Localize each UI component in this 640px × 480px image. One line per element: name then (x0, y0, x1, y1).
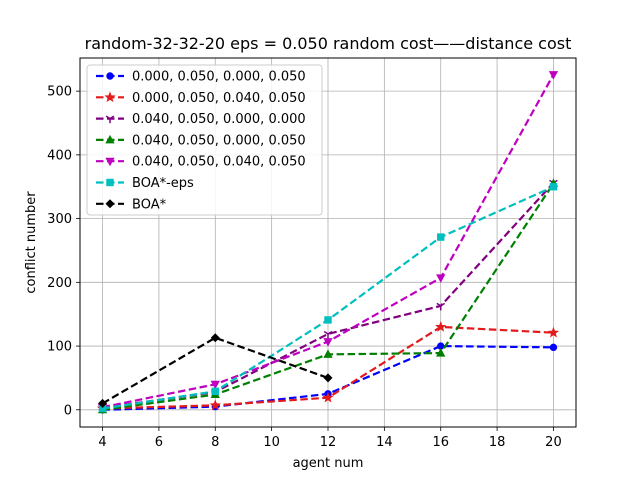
data-point (210, 333, 220, 343)
data-point (323, 349, 333, 358)
legend-marker (104, 91, 116, 103)
data-point (323, 330, 333, 339)
data-point (436, 302, 446, 311)
x-tick-label: 12 (320, 435, 337, 450)
data-point (549, 343, 558, 352)
data-point (322, 391, 334, 403)
y-axis-ticks: 0 100 200 300 400 500 (47, 85, 80, 418)
x-tick-label: 6 (155, 435, 163, 450)
x-tick-label: 10 (263, 435, 280, 450)
legend-box (86, 64, 323, 216)
legend-label: 0.040, 0.050, 0.040, 0.050 (132, 155, 306, 170)
x-axis-label: agent num (293, 456, 364, 471)
legend-label: 0.040, 0.050, 0.000, 0.000 (132, 112, 306, 127)
data-point (323, 338, 333, 347)
data-point (209, 399, 221, 411)
legend: 0.000, 0.050, 0.000, 0.050 0.000, 0.050, … (86, 64, 323, 216)
series-6 (98, 333, 333, 408)
legend-label: 0.000, 0.050, 0.040, 0.050 (132, 91, 306, 106)
legend-marker (105, 199, 115, 209)
series-line (101, 336, 329, 405)
data-point (211, 387, 219, 396)
x-tick-label: 18 (489, 435, 506, 450)
series-5 (98, 183, 558, 413)
legend-entry: 0.040, 0.050, 0.000, 0.000 (96, 112, 306, 127)
legend-entry: BOA* (96, 197, 167, 212)
x-tick-label: 16 (432, 435, 449, 450)
data-point (548, 71, 559, 80)
legend-label: 0.000, 0.050, 0.000, 0.050 (132, 70, 306, 85)
legend-label: BOA* (132, 197, 167, 212)
legend-marker (105, 157, 115, 167)
data-point (436, 348, 446, 357)
x-axis-ticks: 4 6 8 10 12 14 16 18 20 (98, 427, 562, 450)
data-point (436, 274, 446, 283)
data-series (96, 71, 560, 414)
grid-lines (80, 58, 576, 427)
legend-entry: 0.040, 0.050, 0.040, 0.050 (96, 155, 306, 170)
legend-marker (105, 134, 115, 144)
x-tick-label: 14 (376, 435, 393, 450)
legend-marker (105, 115, 115, 124)
data-point (435, 321, 447, 332)
x-tick-label: 20 (545, 435, 562, 450)
y-tick-label: 300 (47, 212, 72, 227)
chart-title: random-32-32-20 eps = 0.050 random cost—… (85, 34, 572, 53)
series-line (102, 182, 555, 409)
y-axis-label: conflict number (24, 191, 39, 294)
y-tick-label: 0 (64, 403, 72, 418)
y-tick-label: 100 (47, 340, 72, 355)
legend-marker (106, 72, 114, 80)
x-tick-label: 8 (211, 435, 219, 450)
data-point (323, 373, 333, 383)
legend-entry: BOA*-eps (96, 176, 194, 191)
legend-label: 0.040, 0.050, 0.000, 0.050 (132, 133, 306, 148)
legend-marker (106, 178, 114, 187)
y-tick-label: 500 (47, 85, 72, 100)
data-point (547, 326, 560, 338)
data-point (549, 183, 558, 191)
data-point (210, 380, 220, 390)
legend-entry: 0.000, 0.050, 0.000, 0.050 (96, 70, 306, 85)
y-tick-label: 200 (47, 276, 72, 291)
y-tick-label: 400 (47, 148, 72, 163)
data-point (437, 233, 445, 241)
data-point (324, 316, 332, 324)
x-tick-label: 4 (98, 435, 106, 450)
data-point (98, 398, 108, 408)
legend-entry: 0.000, 0.050, 0.040, 0.050 (96, 91, 306, 106)
legend-label: BOA*-eps (132, 176, 194, 191)
legend-entry: 0.040, 0.050, 0.000, 0.050 (96, 133, 306, 148)
